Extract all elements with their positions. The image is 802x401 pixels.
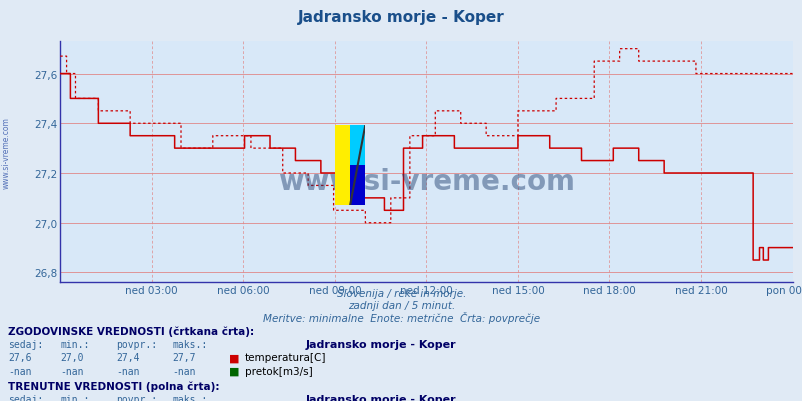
Text: -nan: -nan [60,366,83,376]
Text: Jadransko morje - Koper: Jadransko morje - Koper [305,394,456,401]
Text: 27,6: 27,6 [8,352,31,363]
Text: -nan: -nan [172,366,196,376]
Text: ■: ■ [229,352,239,363]
Text: TRENUTNE VREDNOSTI (polna črta):: TRENUTNE VREDNOSTI (polna črta): [8,381,219,391]
Text: zadnji dan / 5 minut.: zadnji dan / 5 minut. [347,300,455,310]
Text: pretok[m3/s]: pretok[m3/s] [245,366,312,376]
Text: 27,7: 27,7 [172,352,196,363]
Text: maks.:: maks.: [172,339,208,349]
Text: 27,4: 27,4 [116,352,140,363]
Text: Jadransko morje - Koper: Jadransko morje - Koper [298,10,504,25]
Text: povpr.:: povpr.: [116,394,157,401]
Text: Meritve: minimalne  Enote: metrične  Črta: povprečje: Meritve: minimalne Enote: metrične Črta:… [262,311,540,323]
Text: temperatura[C]: temperatura[C] [245,352,326,363]
Text: 27,0: 27,0 [60,352,83,363]
Text: ZGODOVINSKE VREDNOSTI (črtkana črta):: ZGODOVINSKE VREDNOSTI (črtkana črta): [8,326,254,336]
Text: Jadransko morje - Koper: Jadransko morje - Koper [305,339,456,349]
Text: ■: ■ [229,366,239,376]
Text: sedaj:: sedaj: [8,339,43,349]
Text: -nan: -nan [116,366,140,376]
Text: Slovenija / reke in morje.: Slovenija / reke in morje. [336,289,466,299]
Text: -nan: -nan [8,366,31,376]
Text: povpr.:: povpr.: [116,339,157,349]
Text: min.:: min.: [60,339,90,349]
Text: sedaj:: sedaj: [8,394,43,401]
Text: www.si-vreme.com: www.si-vreme.com [2,117,11,188]
Text: min.:: min.: [60,394,90,401]
Text: maks.:: maks.: [172,394,208,401]
Text: www.si-vreme.com: www.si-vreme.com [277,168,574,196]
